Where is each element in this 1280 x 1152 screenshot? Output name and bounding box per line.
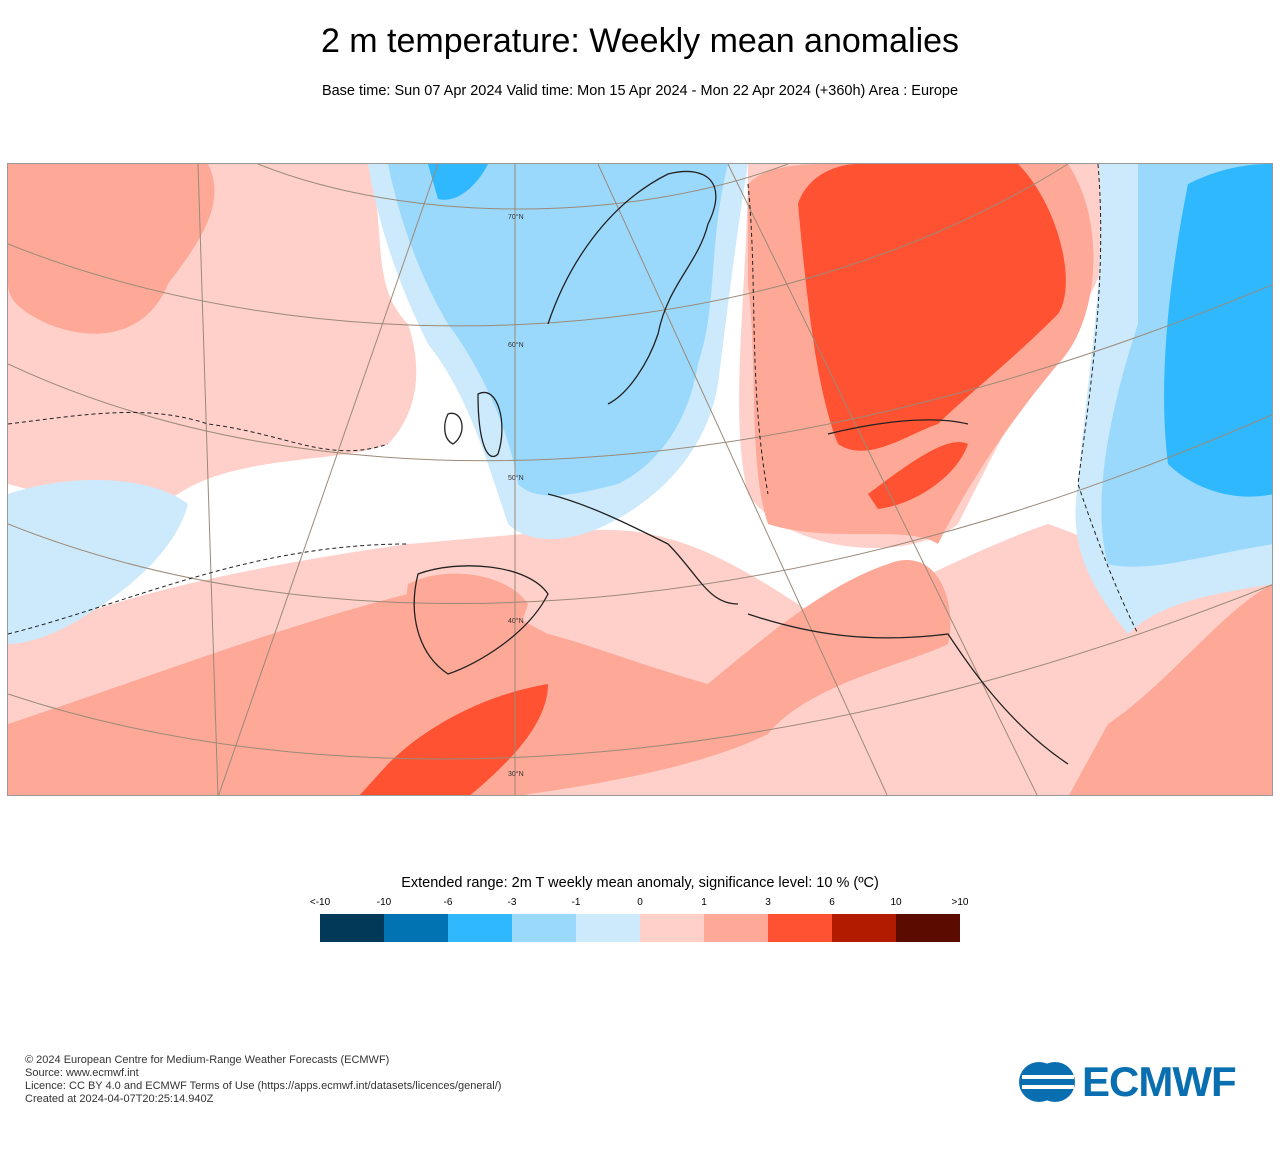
created-line: Created at 2024-04-07T20:25:14.940Z	[25, 1093, 214, 1105]
anomaly-map: 70°N 60°N 50°N 40°N 30°N	[7, 163, 1273, 796]
anomaly-region-bright-blue	[428, 164, 488, 200]
legend-title: Extended range: 2m T weekly mean anomaly…	[401, 875, 879, 891]
anomaly-region-pink	[1069, 585, 1272, 795]
anomaly-region-red	[798, 164, 1066, 451]
legend-swatch	[640, 914, 704, 942]
legend-tick: 10	[890, 897, 902, 908]
legend-tick: 1	[701, 897, 707, 908]
copyright-line: © 2024 European Centre for Medium-Range …	[25, 1054, 390, 1066]
chart-title: 2 m temperature: Weekly mean anomalies	[320, 22, 960, 60]
legend-swatch	[704, 914, 768, 942]
source-line: Source: www.ecmwf.int	[25, 1067, 139, 1079]
legend-swatch	[448, 914, 512, 942]
anomaly-region-pink	[406, 573, 528, 664]
legend-colorbar	[320, 914, 960, 942]
significance-contours	[8, 164, 1139, 635]
legend-swatch	[832, 914, 896, 942]
legend-tick: 6	[829, 897, 835, 908]
legend-tick: 0	[637, 897, 643, 908]
lat-label-60: 60°N	[508, 341, 524, 349]
ecmwf-logo-text: ECMWF	[1082, 1058, 1237, 1105]
chart-subtitle: Base time: Sun 07 Apr 2024 Valid time: M…	[321, 83, 959, 99]
legend-tick: 3	[765, 897, 771, 908]
legend-swatch	[896, 914, 960, 942]
legend-swatch	[512, 914, 576, 942]
legend-tick: -6	[443, 897, 453, 908]
graticule	[8, 164, 1272, 795]
legend-tick: -10	[376, 897, 392, 908]
ecmwf-logo: ECMWF	[1018, 1058, 1237, 1106]
legend-tick: <-10	[309, 897, 331, 908]
anomaly-region-pink	[8, 560, 951, 795]
legend-swatch	[320, 914, 384, 942]
legend-swatch	[768, 914, 832, 942]
anomaly-region-red	[868, 442, 968, 509]
anomaly-region-pink	[8, 164, 215, 334]
anomaly-region-light-blue	[8, 480, 188, 644]
legend-tick: -3	[507, 897, 517, 908]
legend-swatch	[576, 914, 640, 942]
ecmwf-logo-icon	[1019, 1062, 1075, 1102]
lat-label-70: 70°N	[508, 213, 524, 221]
anomaly-region-bright-blue	[1164, 164, 1272, 497]
lat-label-30: 30°N	[508, 770, 524, 778]
anomaly-region-red	[359, 684, 548, 795]
legend-tick: >10	[951, 897, 969, 908]
legend-swatch	[384, 914, 448, 942]
lat-label-40: 40°N	[508, 617, 524, 625]
anomaly-region-blue	[388, 164, 728, 496]
coastlines	[413, 170, 1069, 765]
lat-label-50: 50°N	[508, 474, 524, 482]
legend-tick: -1	[571, 897, 581, 908]
footer: © 2024 European Centre for Medium-Range …	[25, 1054, 501, 1106]
licence-line: Licence: CC BY 4.0 and ECMWF Terms of Us…	[25, 1080, 502, 1092]
legend-ticks: <-10 -10 -6 -3 -1 0 1 3 6 10 >10	[310, 897, 969, 909]
